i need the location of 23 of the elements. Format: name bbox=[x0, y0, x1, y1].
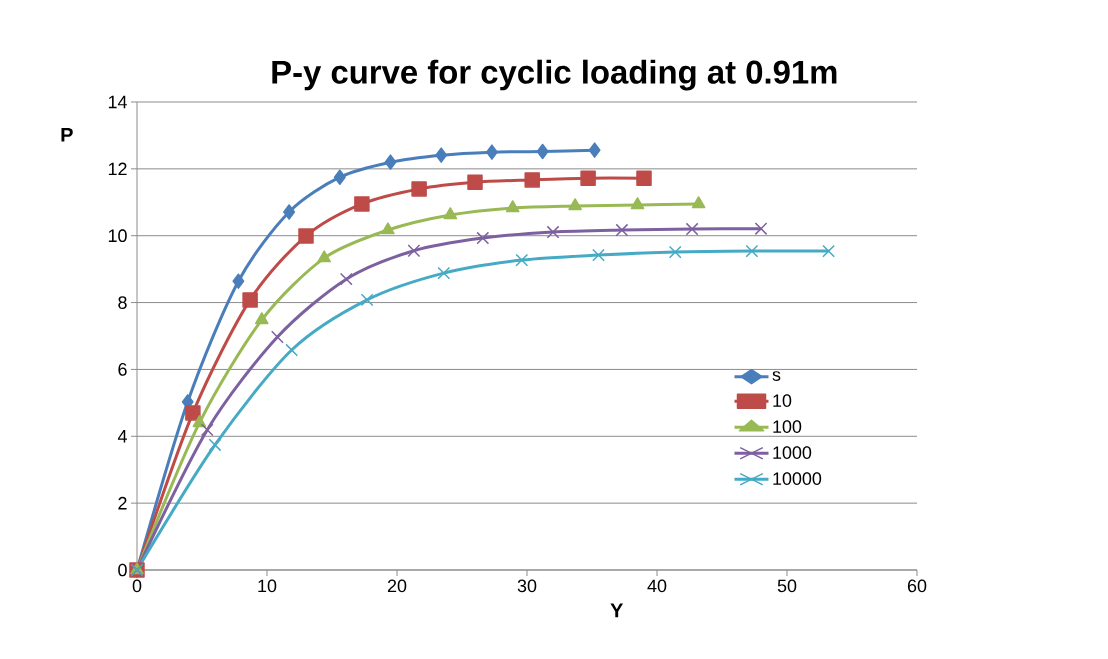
legend-label: 10 bbox=[773, 394, 792, 407]
x-tick-label: 20 bbox=[387, 579, 407, 593]
x-tick-label: 10 bbox=[258, 579, 277, 593]
chart-title: P-y curve for cyclic loading at 0.91m bbox=[272, 59, 837, 91]
legend-label: 10000 bbox=[773, 472, 822, 485]
x-tick-label: 40 bbox=[647, 579, 667, 593]
y-tick-label: 2 bbox=[118, 496, 127, 510]
legend-label: 1000 bbox=[773, 446, 812, 459]
x-tick-label: 50 bbox=[777, 579, 797, 593]
x-tick-label: 0 bbox=[132, 579, 142, 593]
y-tick-label: 8 bbox=[118, 296, 127, 309]
y-tick-label: 12 bbox=[108, 162, 127, 176]
y-tick-label: 10 bbox=[108, 229, 127, 243]
y-tick-label: 4 bbox=[117, 430, 127, 443]
x-tick-label: 60 bbox=[907, 579, 927, 593]
y-tick-label: 0 bbox=[118, 563, 127, 577]
y-axis-title: P bbox=[61, 127, 73, 142]
y-tick-label: 6 bbox=[118, 363, 127, 376]
legend-label: s bbox=[772, 371, 781, 381]
legend-label: 100 bbox=[773, 420, 802, 433]
y-tick-label: 14 bbox=[108, 95, 127, 109]
x-tick-label: 30 bbox=[517, 579, 537, 593]
x-axis-title: Y bbox=[610, 603, 624, 618]
